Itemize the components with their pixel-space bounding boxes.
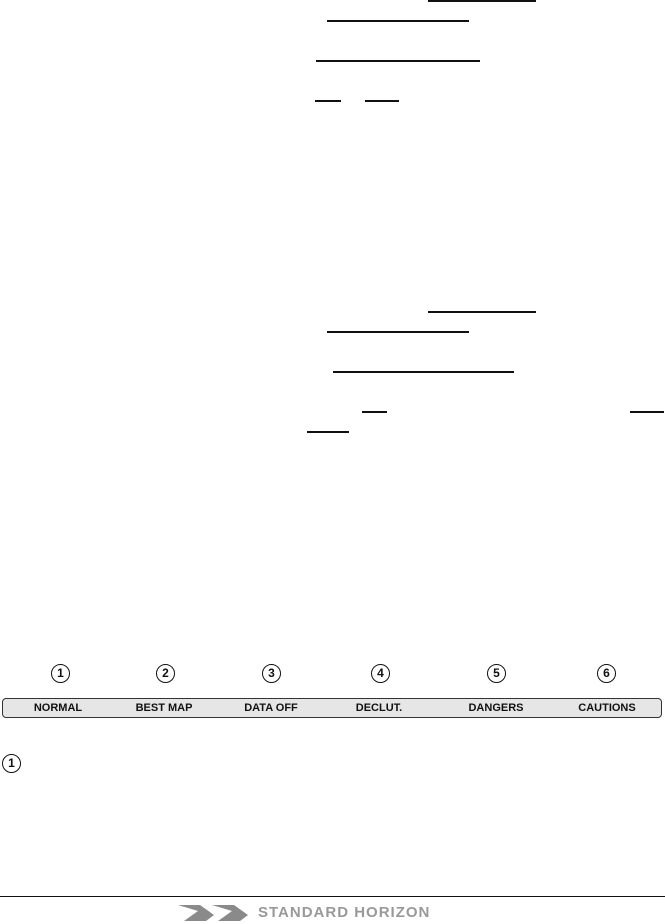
softkey-number-1: 1: [51, 664, 70, 683]
underline: [630, 411, 664, 413]
softkey-number-2: 2: [156, 664, 175, 683]
softkey-data-off[interactable]: DATA OFF: [244, 702, 298, 714]
underline: [327, 20, 469, 22]
underline: [316, 60, 480, 62]
footer-rule: [0, 896, 665, 897]
softkey-cautions[interactable]: CAUTIONS: [578, 702, 636, 714]
underline: [327, 331, 469, 333]
brand-logo: STANDARD HORIZON: [178, 904, 430, 921]
underline: [333, 371, 514, 373]
underline: [315, 100, 341, 102]
softkey-normal[interactable]: NORMAL: [33, 702, 83, 714]
softkey-number-3: 3: [262, 664, 281, 683]
softkey-best-map[interactable]: BEST MAP: [135, 702, 193, 714]
standard-horizon-logo-icon: [178, 904, 248, 921]
underline: [365, 100, 399, 102]
underline: [362, 411, 387, 413]
underline: [307, 431, 349, 433]
softkey-number-6: 6: [597, 664, 616, 683]
underline: [428, 0, 536, 2]
callout-number: 1: [2, 754, 21, 773]
softkey-dangers[interactable]: DANGERS: [468, 702, 524, 714]
brand-name: STANDARD HORIZON: [258, 904, 431, 921]
softkey-number-4: 4: [371, 664, 390, 683]
underline: [428, 311, 536, 313]
softkey-declut[interactable]: DECLUT.: [355, 702, 403, 714]
softkey-number-5: 5: [487, 664, 506, 683]
softkey-bar: NORMAL BEST MAP DATA OFF DECLUT. DANGERS…: [2, 698, 662, 718]
